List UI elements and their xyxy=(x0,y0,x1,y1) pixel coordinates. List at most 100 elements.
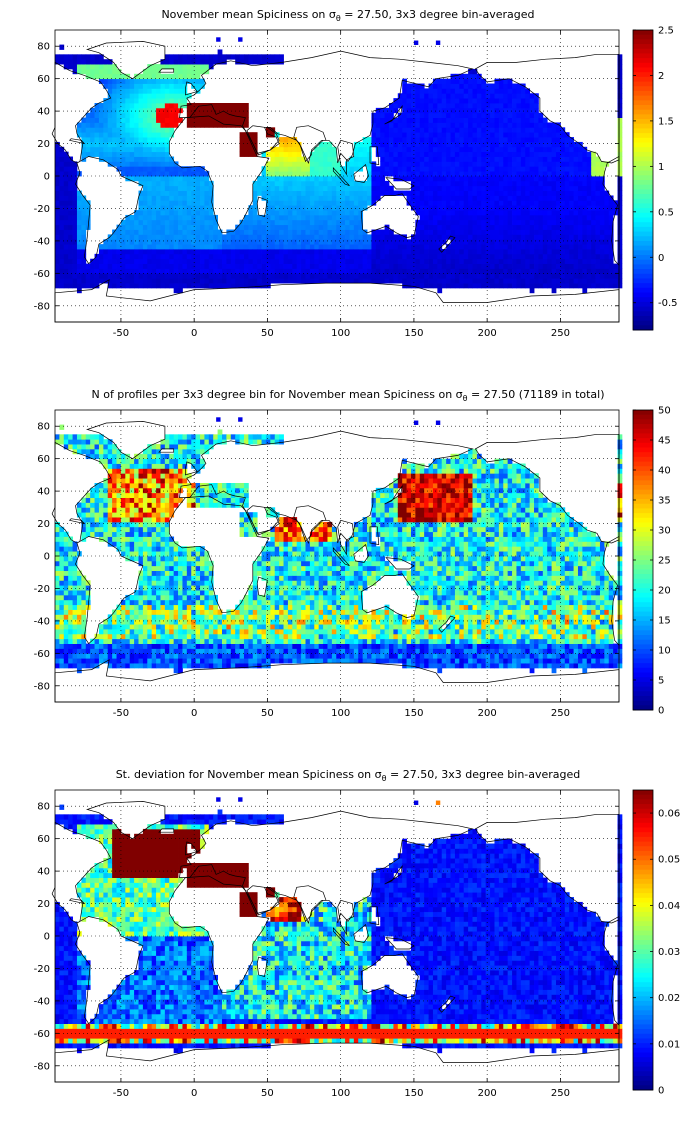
bin-cell xyxy=(560,195,566,201)
bin-cell xyxy=(76,614,82,620)
bin-cell xyxy=(296,258,302,264)
bin-cell xyxy=(424,268,429,274)
bin-cell xyxy=(481,249,487,255)
bin-cell xyxy=(327,200,333,206)
bin-cell xyxy=(617,205,623,211)
bin-cell xyxy=(538,244,544,250)
bin-cell xyxy=(151,78,157,84)
bin-cell xyxy=(301,161,306,167)
bin-cell xyxy=(160,103,166,109)
bin-cell xyxy=(55,609,60,615)
bin-cell xyxy=(195,103,201,109)
bin-cell xyxy=(345,190,350,196)
bin-cell xyxy=(494,151,500,157)
bin-cell xyxy=(103,258,109,264)
bin-cell xyxy=(454,239,460,245)
bin-cell xyxy=(116,614,122,620)
bin-cell xyxy=(542,176,548,182)
bin-cell xyxy=(419,219,425,226)
bin-cell xyxy=(441,200,447,206)
bin-cell xyxy=(270,224,276,230)
bin-cell xyxy=(63,268,69,274)
bin-cell xyxy=(138,98,144,104)
bin-cell xyxy=(512,224,517,230)
bin-cell xyxy=(389,229,394,235)
bin-cell xyxy=(604,229,610,235)
bin-cell xyxy=(331,229,337,235)
bin-cell xyxy=(573,253,579,260)
bin-cell xyxy=(345,239,350,245)
bin-cell xyxy=(498,141,504,148)
bin-cell xyxy=(547,141,553,148)
bin-cell xyxy=(402,88,407,94)
bin-cell xyxy=(323,229,328,235)
x-tick-label: 200 xyxy=(478,328,497,339)
bin-cell xyxy=(226,244,232,250)
bin-cell xyxy=(107,258,113,264)
bin-cell xyxy=(59,214,65,221)
bin-cell xyxy=(490,185,495,191)
bin-cell xyxy=(428,278,434,284)
bin-cell xyxy=(481,98,487,104)
bin-cell xyxy=(283,258,289,264)
bin-cell xyxy=(415,98,421,104)
bin-cell xyxy=(345,195,350,201)
bin-cell xyxy=(186,64,192,70)
bin-cell xyxy=(459,210,465,216)
bin-cell xyxy=(498,166,504,172)
bin-cell xyxy=(410,268,416,274)
bin-cell xyxy=(573,249,579,255)
bin-cell xyxy=(129,599,135,606)
bin-cell xyxy=(248,268,254,274)
bin-cell xyxy=(380,151,386,157)
bin-cell xyxy=(68,541,73,547)
bin-cell xyxy=(270,239,276,245)
bin-cell xyxy=(134,93,139,99)
bin-cell xyxy=(340,239,346,245)
bin-cell xyxy=(116,137,122,143)
bin-cell xyxy=(125,263,131,269)
bin-cell xyxy=(595,224,601,230)
bin-cell xyxy=(494,156,500,162)
bin-cell xyxy=(226,54,232,60)
bin-cell xyxy=(63,249,69,255)
bin-cell xyxy=(349,268,355,274)
bin-cell xyxy=(156,88,161,94)
bin-cell xyxy=(547,253,553,260)
bin-cell xyxy=(481,190,487,196)
bin-cell xyxy=(178,278,183,284)
bin-cell xyxy=(419,176,425,182)
bin-cell xyxy=(586,205,592,211)
bin-cell xyxy=(604,205,610,211)
bin-cell xyxy=(463,78,469,84)
bin-cell xyxy=(375,263,381,269)
bin-cell xyxy=(274,180,280,187)
colorbar-segment xyxy=(633,194,653,200)
bin-cell xyxy=(243,219,249,226)
bin-cell xyxy=(573,200,579,206)
bin-cell xyxy=(116,249,122,255)
bin-cell xyxy=(441,249,447,255)
bin-cell xyxy=(507,98,513,104)
bin-cell xyxy=(230,54,236,60)
bin-cell xyxy=(103,127,109,133)
bin-cell xyxy=(353,239,359,245)
bin-cell xyxy=(94,453,100,460)
bin-cell xyxy=(252,278,258,284)
bin-cell xyxy=(569,278,574,284)
y-tick-label: -20 xyxy=(34,204,50,215)
bin-cell xyxy=(116,487,122,494)
bin-cell xyxy=(371,244,377,250)
bin-cell xyxy=(520,176,526,182)
bin-cell xyxy=(586,171,592,177)
bin-cell xyxy=(362,141,368,148)
bin-cell xyxy=(525,244,531,250)
bin-cell xyxy=(68,54,73,60)
bin-cell xyxy=(415,219,421,226)
bin-cell xyxy=(468,214,473,221)
bin-cell xyxy=(217,263,223,269)
bin-cell xyxy=(134,214,139,221)
bin-cell xyxy=(362,234,368,240)
bin-cell xyxy=(432,132,438,138)
bin-cell xyxy=(617,273,623,279)
